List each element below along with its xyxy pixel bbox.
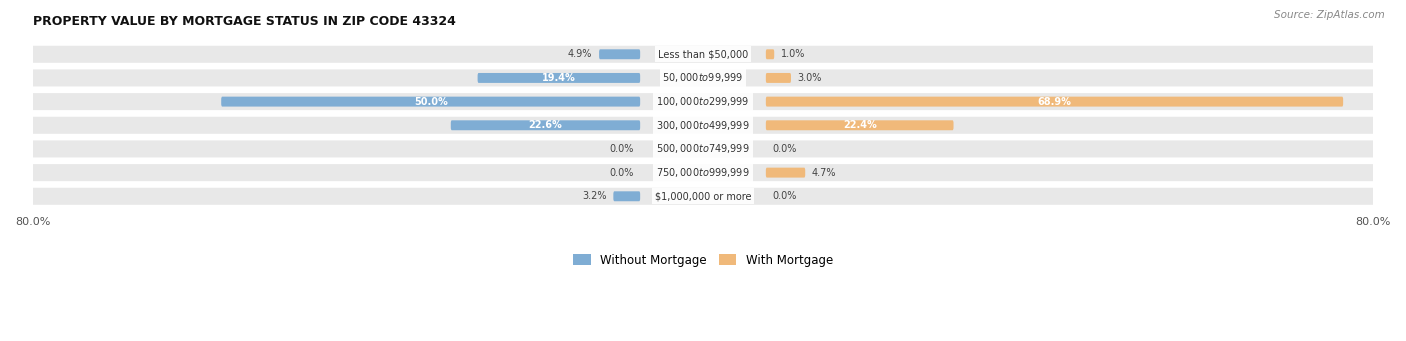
- Text: $300,000 to $499,999: $300,000 to $499,999: [657, 119, 749, 132]
- Text: $100,000 to $299,999: $100,000 to $299,999: [657, 95, 749, 108]
- Text: 0.0%: 0.0%: [772, 191, 797, 201]
- Text: Less than $50,000: Less than $50,000: [658, 49, 748, 59]
- Text: 0.0%: 0.0%: [609, 144, 634, 154]
- Text: Source: ZipAtlas.com: Source: ZipAtlas.com: [1274, 10, 1385, 20]
- Legend: Without Mortgage, With Mortgage: Without Mortgage, With Mortgage: [568, 249, 838, 271]
- FancyBboxPatch shape: [599, 49, 640, 59]
- FancyBboxPatch shape: [451, 120, 640, 130]
- Text: 22.4%: 22.4%: [842, 120, 876, 130]
- FancyBboxPatch shape: [24, 70, 1382, 87]
- Text: 0.0%: 0.0%: [772, 144, 797, 154]
- Text: 1.0%: 1.0%: [780, 49, 806, 59]
- Text: $500,000 to $749,999: $500,000 to $749,999: [657, 143, 749, 155]
- FancyBboxPatch shape: [24, 46, 1382, 63]
- Text: $750,000 to $999,999: $750,000 to $999,999: [657, 166, 749, 179]
- FancyBboxPatch shape: [766, 73, 792, 83]
- Text: 4.7%: 4.7%: [811, 168, 837, 178]
- Text: $1,000,000 or more: $1,000,000 or more: [655, 191, 751, 201]
- FancyBboxPatch shape: [24, 164, 1382, 181]
- Text: 4.9%: 4.9%: [568, 49, 592, 59]
- FancyBboxPatch shape: [24, 93, 1382, 110]
- FancyBboxPatch shape: [478, 73, 640, 83]
- FancyBboxPatch shape: [24, 117, 1382, 134]
- FancyBboxPatch shape: [613, 191, 640, 201]
- Text: 50.0%: 50.0%: [413, 97, 447, 107]
- FancyBboxPatch shape: [24, 140, 1382, 158]
- FancyBboxPatch shape: [766, 120, 953, 130]
- FancyBboxPatch shape: [221, 97, 640, 107]
- Text: 19.4%: 19.4%: [541, 73, 576, 83]
- FancyBboxPatch shape: [766, 49, 775, 59]
- Text: 0.0%: 0.0%: [609, 168, 634, 178]
- FancyBboxPatch shape: [24, 188, 1382, 205]
- Text: 22.6%: 22.6%: [529, 120, 562, 130]
- Text: $50,000 to $99,999: $50,000 to $99,999: [662, 72, 744, 85]
- FancyBboxPatch shape: [766, 168, 806, 178]
- Text: PROPERTY VALUE BY MORTGAGE STATUS IN ZIP CODE 43324: PROPERTY VALUE BY MORTGAGE STATUS IN ZIP…: [32, 15, 456, 28]
- Text: 3.2%: 3.2%: [582, 191, 606, 201]
- Text: 3.0%: 3.0%: [797, 73, 823, 83]
- FancyBboxPatch shape: [766, 97, 1343, 107]
- Text: 68.9%: 68.9%: [1038, 97, 1071, 107]
